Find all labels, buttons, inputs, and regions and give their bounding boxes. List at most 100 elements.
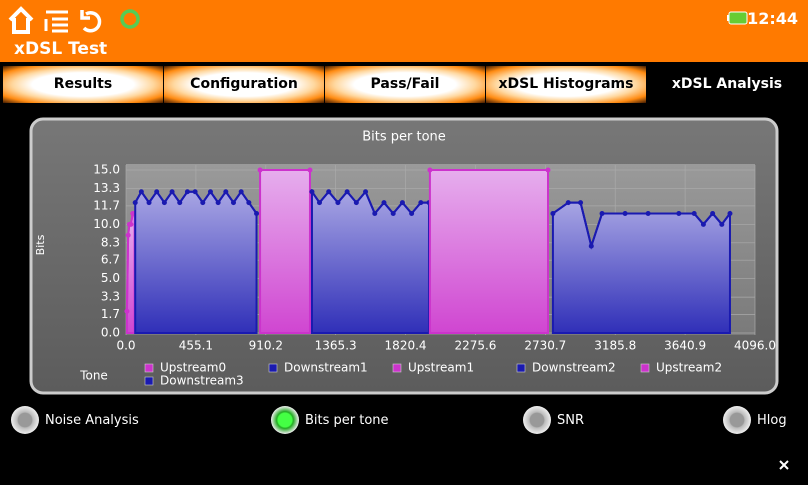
point xyxy=(710,210,716,216)
legend-label: Downstream1 xyxy=(284,361,368,375)
x-tick-label: 3640.9 xyxy=(664,339,706,353)
point xyxy=(169,189,175,195)
y-tick-label: 3.3 xyxy=(101,290,120,304)
point xyxy=(335,200,341,206)
y-tick-label: 15.0 xyxy=(93,163,120,177)
point xyxy=(381,200,387,206)
clock: 12:44 xyxy=(747,9,798,28)
point xyxy=(588,243,594,249)
point xyxy=(550,210,556,216)
point xyxy=(215,200,221,206)
tab[interactable]: xDSL Histograms xyxy=(486,66,646,103)
point xyxy=(691,210,697,216)
point xyxy=(257,167,263,173)
y-tick-label: 13.3 xyxy=(93,181,120,195)
y-tick-label: 8.3 xyxy=(101,235,120,249)
point xyxy=(128,221,134,227)
radio-label: Noise Analysis xyxy=(45,412,139,428)
point xyxy=(578,200,584,206)
point xyxy=(124,308,130,314)
x-axis-label: Tone xyxy=(79,369,108,383)
point xyxy=(161,200,167,206)
tab[interactable]: Results xyxy=(3,66,163,103)
legend-label: Downstream3 xyxy=(160,374,244,388)
status-icons xyxy=(8,6,140,34)
battery-icon xyxy=(727,11,748,25)
legend-swatch xyxy=(144,363,154,373)
radio-label: SNR xyxy=(557,412,585,428)
point xyxy=(622,210,628,216)
point xyxy=(427,167,433,173)
radio-button[interactable] xyxy=(271,406,299,434)
radio-label: Hlog xyxy=(757,412,787,428)
point xyxy=(418,200,424,206)
point xyxy=(372,210,378,216)
point xyxy=(132,200,138,206)
series-area xyxy=(428,169,549,334)
series-area xyxy=(259,169,311,334)
chart: Bits per tone Bits Tone 0.0 1.7 3.3 5.0 6.7 8… xyxy=(29,117,779,395)
radio-option[interactable]: Bits per tone xyxy=(271,404,389,436)
point xyxy=(207,189,213,195)
x-tick-label: 3185.8 xyxy=(594,339,636,353)
radio-option[interactable]: Hlog xyxy=(723,404,787,436)
point xyxy=(223,189,229,195)
legend-swatch xyxy=(392,363,402,373)
point xyxy=(565,200,571,206)
legend-swatch xyxy=(144,376,154,386)
legend-swatch xyxy=(640,363,650,373)
point xyxy=(307,167,313,173)
radio-button[interactable] xyxy=(11,406,39,434)
point xyxy=(727,210,733,216)
point xyxy=(192,189,198,195)
x-tick-label: 2730.7 xyxy=(524,339,566,353)
y-tick-label: 1.7 xyxy=(101,307,120,321)
point xyxy=(254,210,260,216)
chart-title: Bits per tone xyxy=(362,130,446,145)
radio-button[interactable] xyxy=(523,406,551,434)
point xyxy=(200,200,206,206)
top-bar: 12:44 xDSL Test xyxy=(0,0,808,62)
point xyxy=(184,189,190,195)
point xyxy=(599,210,605,216)
radio-button[interactable] xyxy=(723,406,751,434)
y-tick-label: 5.0 xyxy=(101,271,120,285)
point xyxy=(676,210,682,216)
radio-option[interactable]: Noise Analysis xyxy=(11,404,139,436)
point xyxy=(316,200,322,206)
x-tick-label: 2275.6 xyxy=(454,339,496,353)
close-icon[interactable] xyxy=(778,459,790,471)
tab[interactable]: Pass/Fail Thresholds xyxy=(325,66,485,129)
point xyxy=(409,210,415,216)
series-area xyxy=(134,189,258,334)
app-title: xDSL Test xyxy=(14,39,108,59)
y-tick-label: 11.7 xyxy=(93,198,120,212)
point xyxy=(230,200,236,206)
x-tick-label: 1820.4 xyxy=(385,339,427,353)
legend-swatch xyxy=(268,363,278,373)
x-tick-label: 0.0 xyxy=(116,339,135,353)
point xyxy=(138,189,144,195)
tab[interactable]: xDSL Analysis xyxy=(647,66,807,103)
legend-label: Upstream1 xyxy=(408,361,474,375)
tab[interactable]: Configuration xyxy=(164,66,324,103)
point xyxy=(344,189,350,195)
point xyxy=(238,189,244,195)
point xyxy=(719,221,725,227)
point xyxy=(326,189,332,195)
point xyxy=(154,189,160,195)
point xyxy=(399,200,405,206)
x-tick-label: 910.2 xyxy=(249,339,283,353)
point xyxy=(146,200,152,206)
point xyxy=(125,232,131,238)
legend-label: Upstream2 xyxy=(656,361,722,375)
point xyxy=(353,200,359,206)
y-axis-label: Bits xyxy=(34,234,47,255)
radio-option[interactable]: SNR xyxy=(523,404,584,436)
point xyxy=(363,189,369,195)
point xyxy=(545,167,551,173)
x-tick-label: 1365.3 xyxy=(315,339,357,353)
y-tick-label: 10.0 xyxy=(93,217,120,231)
point xyxy=(390,210,396,216)
